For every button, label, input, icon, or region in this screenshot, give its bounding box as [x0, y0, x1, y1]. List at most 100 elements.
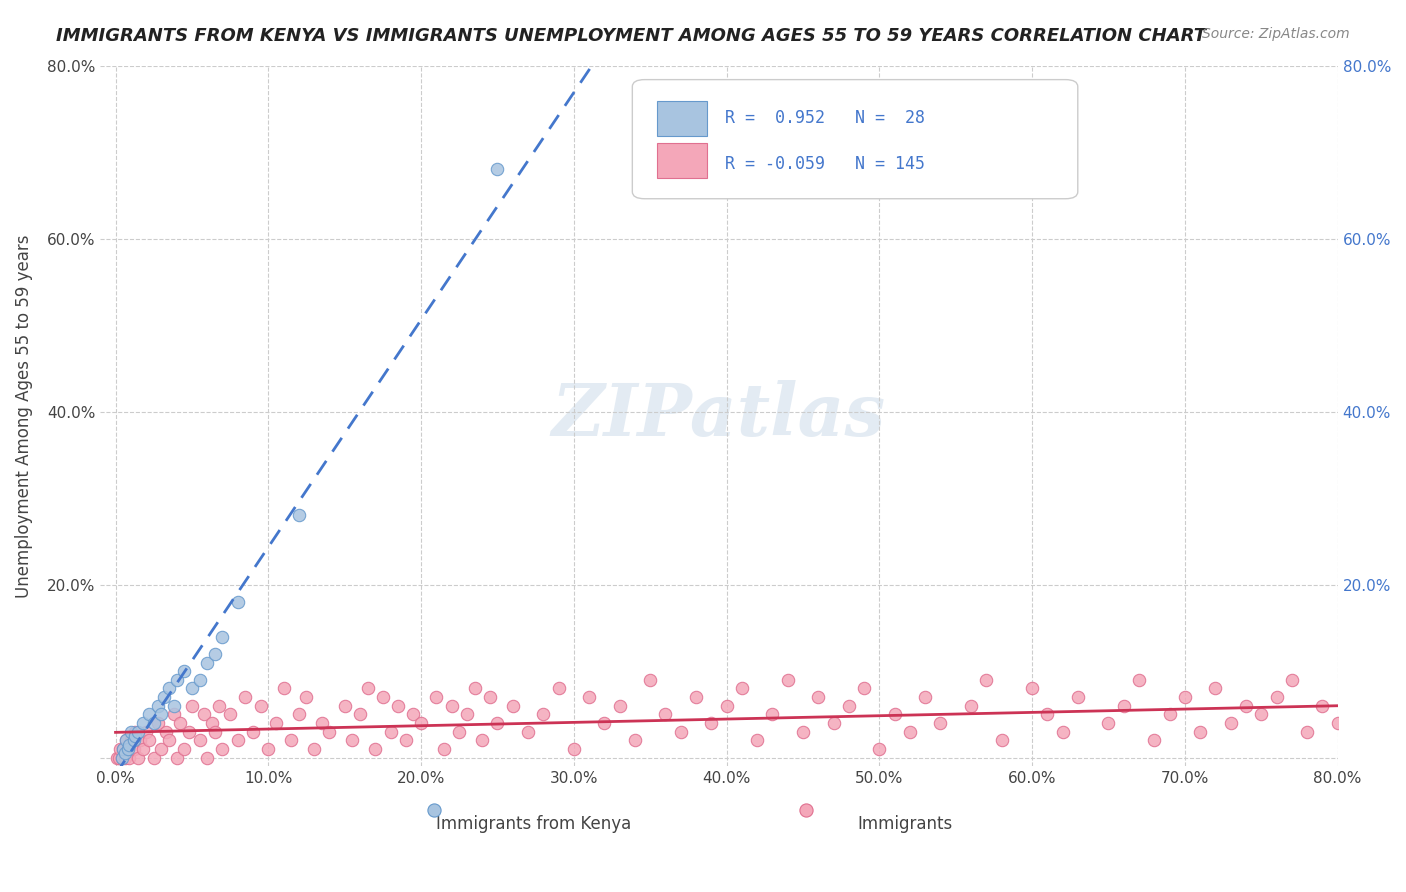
- Point: [288, 508, 311, 523]
- Point: [1112, 698, 1135, 713]
- Point: [1250, 707, 1272, 722]
- Point: [124, 724, 146, 739]
- Point: [111, 750, 134, 764]
- Point: [162, 698, 184, 713]
- Point: [107, 750, 129, 764]
- Point: [226, 595, 249, 609]
- Point: [132, 742, 155, 756]
- Point: [295, 690, 318, 705]
- Point: [669, 724, 692, 739]
- Text: Source: ZipAtlas.com: Source: ZipAtlas.com: [1202, 27, 1350, 41]
- Point: [364, 742, 387, 756]
- Point: [425, 690, 447, 705]
- Point: [120, 724, 142, 739]
- Point: [624, 733, 647, 747]
- Point: [371, 690, 394, 705]
- Point: [517, 724, 540, 739]
- Point: [138, 707, 160, 722]
- Point: [157, 733, 180, 747]
- Bar: [657, 101, 707, 136]
- Point: [1296, 724, 1319, 739]
- Point: [188, 733, 211, 747]
- Point: [115, 733, 138, 747]
- Point: [1388, 724, 1406, 739]
- Point: [235, 690, 257, 705]
- Point: [1097, 716, 1119, 731]
- Point: [395, 733, 418, 747]
- Point: [883, 707, 905, 722]
- Point: [1265, 690, 1288, 705]
- Point: [463, 681, 485, 696]
- Point: [716, 698, 738, 713]
- Point: [380, 724, 402, 739]
- Point: [318, 724, 340, 739]
- Point: [288, 707, 311, 722]
- Point: [593, 716, 616, 731]
- Point: [129, 733, 152, 747]
- Point: [166, 673, 188, 687]
- Y-axis label: Unemployment Among Ages 55 to 59 years: Unemployment Among Ages 55 to 59 years: [15, 235, 32, 598]
- Point: [531, 707, 554, 722]
- Point: [761, 707, 783, 722]
- Point: [823, 716, 845, 731]
- Point: [188, 673, 211, 687]
- Point: [456, 707, 478, 722]
- Point: [124, 729, 146, 743]
- Point: [1128, 673, 1150, 687]
- Point: [349, 707, 371, 722]
- Point: [195, 656, 218, 670]
- Point: [153, 690, 176, 705]
- Point: [402, 707, 425, 722]
- Point: [974, 673, 997, 687]
- Point: [914, 690, 936, 705]
- Point: [273, 681, 295, 696]
- Point: [195, 750, 218, 764]
- Point: [150, 707, 173, 722]
- Point: [219, 707, 242, 722]
- Point: [1204, 681, 1226, 696]
- Point: [638, 673, 661, 687]
- Point: [111, 750, 134, 764]
- Point: [387, 698, 409, 713]
- Point: [502, 698, 524, 713]
- Point: [264, 716, 287, 731]
- Point: [517, 805, 540, 819]
- Point: [148, 716, 170, 731]
- Text: R =  0.952   N =  28: R = 0.952 N = 28: [725, 109, 925, 128]
- Point: [105, 750, 128, 764]
- Point: [1143, 733, 1166, 747]
- Point: [685, 690, 707, 705]
- Text: Immigrants: Immigrants: [856, 815, 952, 833]
- Point: [853, 681, 876, 696]
- Point: [122, 733, 145, 747]
- Point: [242, 724, 264, 739]
- Point: [654, 707, 676, 722]
- Point: [776, 673, 799, 687]
- Bar: [657, 143, 707, 178]
- Point: [132, 716, 155, 731]
- Point: [1372, 690, 1395, 705]
- Point: [562, 742, 585, 756]
- Point: [807, 690, 830, 705]
- Point: [117, 742, 139, 756]
- Text: ZIPatlas: ZIPatlas: [553, 381, 886, 451]
- Point: [108, 742, 131, 756]
- Point: [135, 724, 157, 739]
- Point: [157, 681, 180, 696]
- Point: [342, 733, 364, 747]
- Point: [180, 681, 202, 696]
- Point: [120, 733, 142, 747]
- Point: [204, 724, 226, 739]
- Point: [311, 716, 333, 731]
- Point: [1312, 698, 1334, 713]
- Point: [974, 805, 997, 819]
- Point: [1357, 707, 1379, 722]
- Point: [792, 724, 814, 739]
- Text: IMMIGRANTS FROM KENYA VS IMMIGRANTS UNEMPLOYMENT AMONG AGES 55 TO 59 YEARS CORRE: IMMIGRANTS FROM KENYA VS IMMIGRANTS UNEM…: [56, 27, 1206, 45]
- Point: [148, 698, 170, 713]
- Point: [166, 750, 188, 764]
- Point: [150, 742, 173, 756]
- Point: [1036, 707, 1059, 722]
- Text: Immigrants from Kenya: Immigrants from Kenya: [436, 815, 631, 833]
- Point: [990, 733, 1012, 747]
